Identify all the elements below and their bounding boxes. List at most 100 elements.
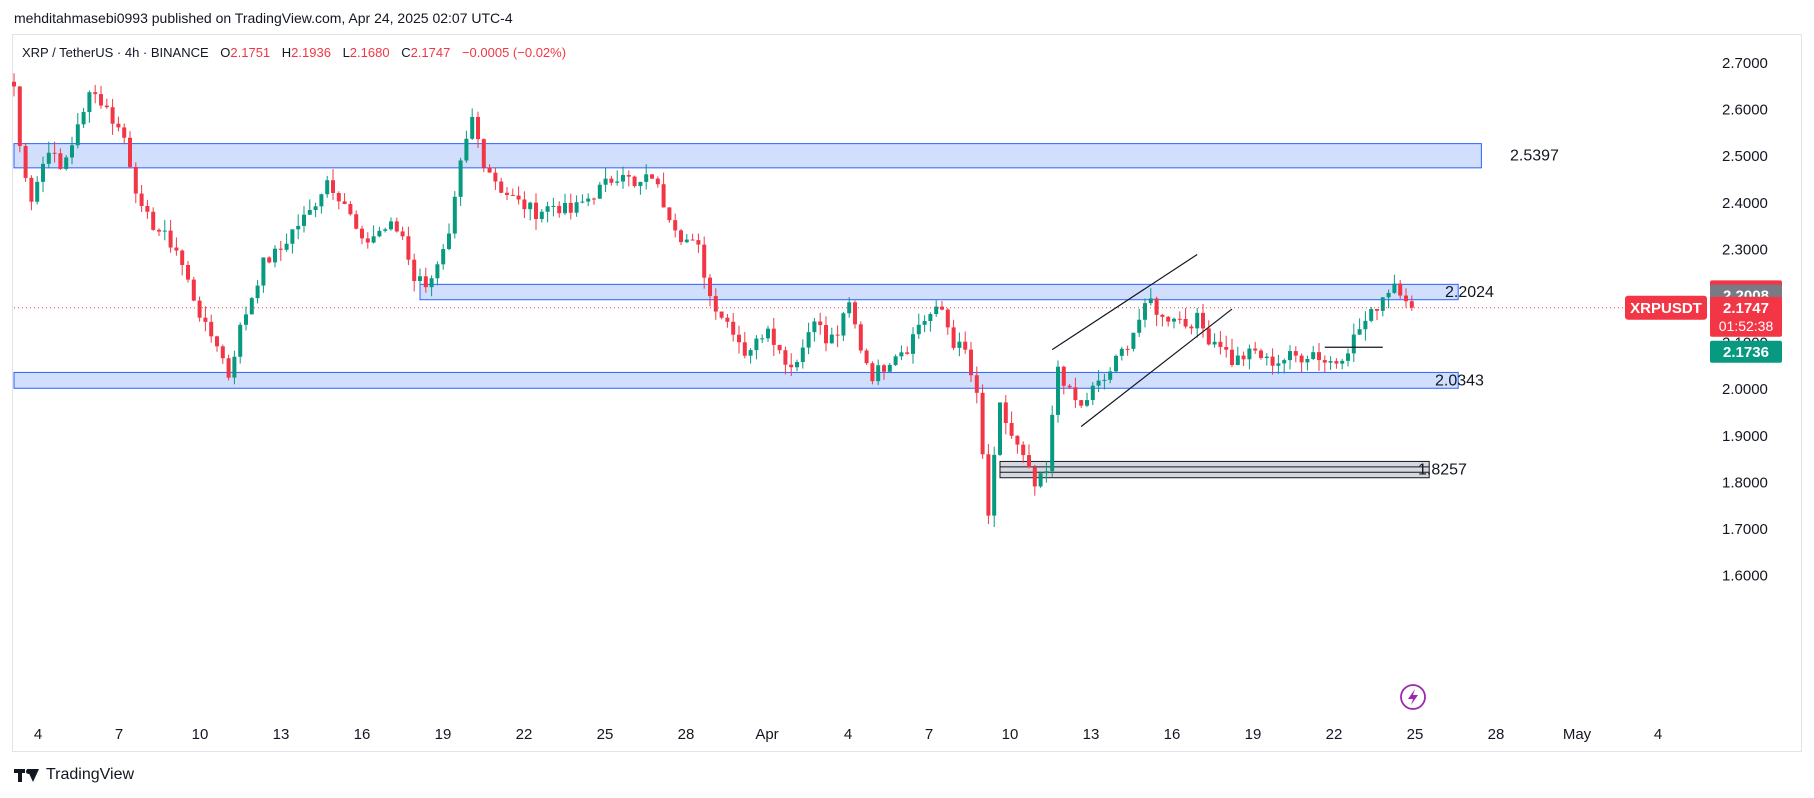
zones-layer: 2.5397 2.2024 2.0343 1.8257 <box>13 143 1559 479</box>
candle-body <box>336 192 341 202</box>
candle-body <box>1369 309 1374 321</box>
candle-body <box>742 342 747 356</box>
candle-body <box>1032 467 1037 487</box>
candle-body <box>99 94 103 106</box>
candle-body <box>151 211 156 230</box>
candle-body <box>499 181 504 193</box>
candle-body <box>696 240 701 245</box>
x-tick-label: 13 <box>1083 726 1100 743</box>
candle-body <box>1137 319 1142 333</box>
candle-body <box>864 350 869 364</box>
candle-body <box>731 321 736 335</box>
candle-body <box>331 180 335 193</box>
x-tick-label: Apr <box>755 726 778 743</box>
candle-body <box>615 181 620 183</box>
x-tick-label: 10 <box>192 726 209 743</box>
candle-body <box>1357 329 1362 335</box>
candle-body <box>684 239 689 243</box>
candle-body <box>12 81 16 87</box>
candle-body <box>603 178 608 185</box>
candle-body <box>255 285 260 299</box>
y-tick-label: 1.6000 <box>1722 568 1768 585</box>
candle-body <box>52 152 57 154</box>
x-tick-label: 28 <box>1488 726 1505 743</box>
zone-box-2 <box>13 371 1459 389</box>
candle-body <box>679 230 683 243</box>
candle-body <box>1154 298 1159 315</box>
candle-body <box>1235 355 1240 365</box>
candle-body <box>162 230 167 232</box>
candle-body <box>545 206 550 212</box>
candle-body <box>1015 435 1020 445</box>
candle-body <box>957 341 962 348</box>
candle-body <box>876 365 881 382</box>
candle-body <box>806 332 811 348</box>
candle-body <box>35 181 40 202</box>
y-tick-label: 2.6000 <box>1722 102 1768 119</box>
candle-body <box>1270 356 1275 366</box>
candle-body <box>858 324 863 351</box>
x-tick-label: 28 <box>678 726 695 743</box>
candle-body <box>116 123 121 128</box>
lightning-bolt-icon[interactable] <box>1400 684 1426 710</box>
candle-body <box>1102 379 1107 381</box>
x-tick-label: May <box>1563 726 1592 743</box>
lightning-circle <box>1400 684 1426 710</box>
candle-body <box>296 225 301 230</box>
candle-body <box>1224 347 1229 350</box>
candle-body <box>638 181 643 187</box>
candle-body <box>1050 414 1055 472</box>
y-tick-label: 2.7000 <box>1722 55 1768 72</box>
candle-body <box>180 250 185 266</box>
countdown-value: 01:52:38 <box>1719 318 1774 334</box>
candle-body <box>551 205 556 207</box>
candle-body <box>412 259 417 282</box>
candle-body <box>389 221 393 230</box>
candle-body <box>574 202 579 213</box>
candle-body <box>1108 371 1113 380</box>
candle-body <box>789 364 794 368</box>
candle-body <box>383 229 388 231</box>
candle-body <box>429 278 434 288</box>
candle-body <box>626 175 631 177</box>
candle-body <box>1288 351 1292 361</box>
candle-body <box>1230 349 1234 365</box>
alert-icon-layer <box>1400 684 1426 710</box>
candle-body <box>493 172 498 182</box>
candle-body <box>609 178 614 183</box>
candle-body <box>1172 318 1176 322</box>
candle-body <box>893 356 898 365</box>
zone-label-0: 2.5397 <box>1510 148 1559 165</box>
candle-body <box>41 163 45 182</box>
candle-body <box>980 392 985 455</box>
candle-body <box>29 177 34 202</box>
candle-body <box>1293 351 1298 356</box>
candle-body <box>215 336 219 347</box>
candle-body <box>771 328 776 345</box>
candle-body <box>1386 292 1391 298</box>
candle-body <box>1085 400 1089 406</box>
candle-body <box>673 220 678 231</box>
low-value: 2.1680 <box>349 45 390 60</box>
candle-body <box>592 198 596 200</box>
candle-body <box>702 244 707 278</box>
candle-body <box>800 347 805 363</box>
chart-frame <box>12 34 1802 752</box>
candle-body <box>487 167 492 173</box>
candle-body <box>435 264 440 279</box>
candle-body <box>1363 320 1368 330</box>
last-price-value: 2.1747 <box>1723 300 1769 317</box>
candle-body <box>754 338 759 351</box>
candle-body <box>87 92 92 113</box>
footer-brand[interactable]: TradingView <box>14 766 134 784</box>
candle-body <box>122 127 127 138</box>
candle-body <box>841 313 846 336</box>
candle-body <box>104 105 109 108</box>
candle-body <box>302 214 306 226</box>
candle-body <box>313 206 318 210</box>
lightning-bolt-shape <box>1408 689 1418 705</box>
y-tick-label: 2.5000 <box>1722 148 1768 165</box>
candle-body <box>795 362 799 368</box>
